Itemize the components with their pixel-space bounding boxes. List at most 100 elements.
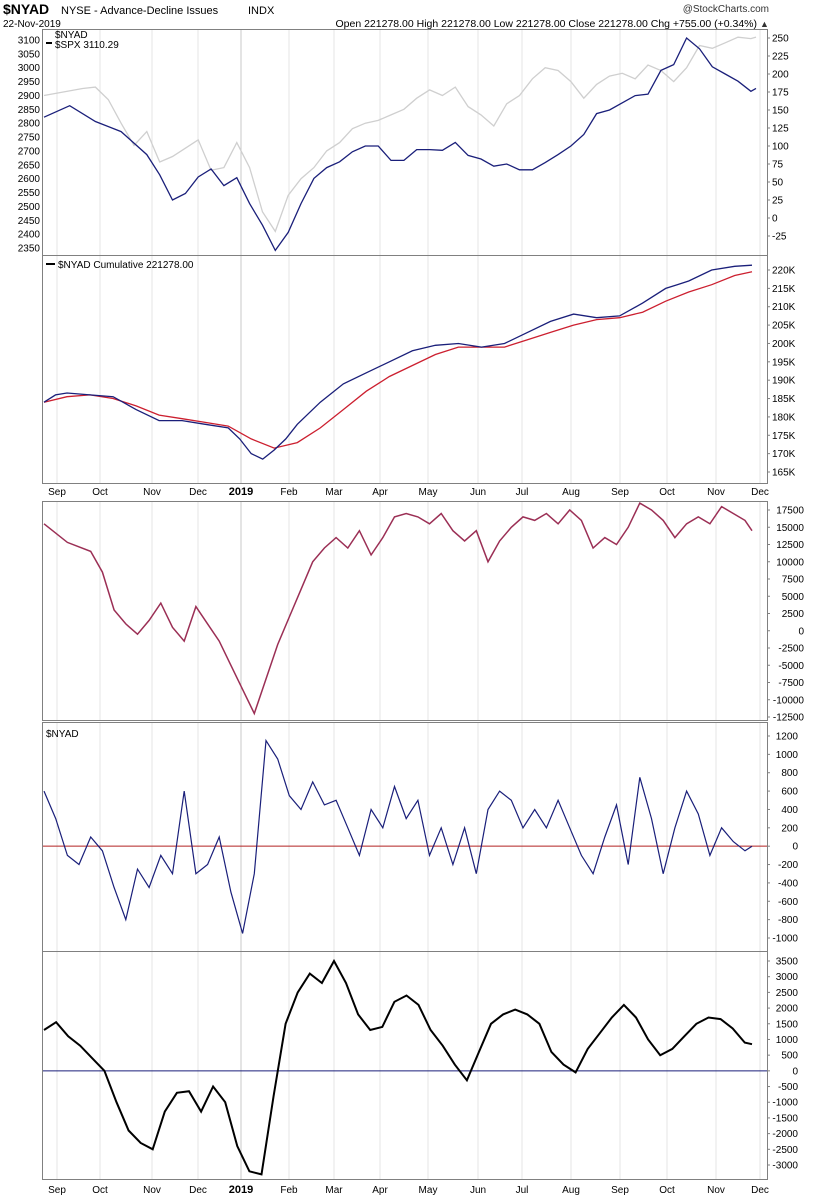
smooth-tick--2000: -2000 (772, 1129, 798, 1140)
maroon-tick-17500: 17500 (776, 506, 804, 517)
smooth-tick--3000: -3000 (772, 1161, 798, 1172)
x-label-nov-top: Nov (143, 487, 161, 498)
x-label-apr-top: Apr (372, 487, 388, 498)
x-label-dec-top: Dec (751, 487, 769, 498)
legend-daily-nyad: $NYAD (46, 729, 79, 740)
x-label-apr-bottom: Apr (372, 1185, 388, 1196)
daily-tick-0: 0 (792, 842, 798, 853)
smooth-tick-2000: 2000 (776, 1004, 799, 1015)
daily-panel-frame (42, 722, 768, 952)
smooth-tick-1500: 1500 (776, 1019, 799, 1030)
maroon-tick-5000: 5000 (782, 592, 805, 603)
cum-tick-170: 170K (772, 449, 796, 460)
cum-tick-215: 215K (772, 284, 796, 295)
price-panel: 2350240024502500255026002650270027502800… (18, 29, 789, 256)
x-label-oct-bottom: Oct (92, 1185, 108, 1196)
cum-tick-165: 165K (772, 468, 796, 479)
maroon-tick--2500: -2500 (778, 644, 804, 655)
legend-nyad: $NYAD (55, 30, 88, 41)
maroon-tick--10000: -10000 (773, 695, 805, 706)
spx-tick-2950: 2950 (18, 77, 41, 88)
spx-tick-2550: 2550 (18, 188, 41, 199)
x-label-aug-top: Aug (562, 487, 580, 498)
x-label-dec-bottom: Dec (189, 1185, 207, 1196)
nyad-line (43, 36, 757, 252)
spx-tick-2750: 2750 (18, 133, 41, 144)
x-label-mar-bottom: Mar (325, 1185, 343, 1196)
daily-tick-600: 600 (781, 787, 798, 798)
price-series-group (43, 36, 757, 252)
maroon-tick--5000: -5000 (778, 661, 804, 672)
symbol-label: $NYAD (3, 1, 49, 17)
cumulative-ma-line (43, 271, 753, 449)
spx-tick-2600: 2600 (18, 174, 41, 185)
date-label: 22-Nov-2019 (3, 19, 61, 30)
maroon-vgrid (56, 502, 761, 720)
maroon-oscillator-line (43, 502, 753, 716)
maroon-tick--12500: -12500 (773, 713, 805, 724)
daily-nyad-panel: -1000 -800 -600 -400 -200 0 200 400 600 800 1000 12… (42, 722, 799, 952)
x-label-sep-top: Sep (48, 487, 66, 498)
spx-tick-2500: 2500 (18, 202, 41, 213)
x-label-aug-bottom: Aug (562, 1185, 580, 1196)
smooth-tick-1000: 1000 (776, 1035, 799, 1046)
smooth-tick--500: -500 (778, 1082, 798, 1093)
nyad-right-tick-125: 125 (772, 124, 789, 135)
smoothed-panel-frame (42, 951, 768, 1180)
smooth-tick--1000: -1000 (772, 1098, 798, 1109)
maroon-series-group (43, 502, 753, 716)
daily-tick-400: 400 (781, 805, 798, 816)
exchange-description: NYSE - Advance-Decline Issues (61, 5, 219, 17)
daily-tick-1000: 1000 (776, 750, 799, 761)
smoothed-series-group (43, 958, 767, 1176)
cumulative-line (43, 264, 753, 460)
spx-tick-2350: 2350 (18, 244, 41, 255)
daily-tick--400: -400 (778, 878, 798, 889)
smoothed-oscillator-line (43, 958, 753, 1176)
x-label-jul-top: Jul (516, 487, 529, 498)
maroon-tick-7500: 7500 (782, 575, 805, 586)
spx-tick-2400: 2400 (18, 230, 41, 241)
cum-tick-205: 205K (772, 321, 796, 332)
x-axis-bottom: Sep Oct Nov Dec 2019 Feb Mar Apr May Jun Jul Aug Sep… (48, 1184, 769, 1196)
price-legend: $NYAD $SPX 3110.29 (46, 30, 119, 51)
smoothed-right-axis: -3000 -2500 -2000 -1500 -1000 -500 0 500 1000 150… (767, 957, 798, 1172)
x-label-feb-top: Feb (280, 487, 298, 498)
cum-tick-175: 175K (772, 431, 796, 442)
nyad-right-tick-150: 150 (772, 106, 789, 117)
smooth-tick-2500: 2500 (776, 988, 799, 999)
spx-tick-3100: 3100 (18, 36, 41, 47)
daily-tick-200: 200 (781, 823, 798, 834)
maroon-oscillator-panel: -12500 -10000 -7500 -5000 -2500 0 2500 5000 7500… (42, 501, 805, 724)
smooth-tick-3000: 3000 (776, 972, 799, 983)
x-label-2019-top: 2019 (229, 486, 253, 498)
x-label-2019-bottom: 2019 (229, 1184, 253, 1196)
nyad-right-tick-200: 200 (772, 70, 789, 81)
nyad-right-tick-175: 175 (772, 88, 789, 99)
spx-tick-2700: 2700 (18, 146, 41, 157)
spx-tick-2450: 2450 (18, 216, 41, 227)
smooth-tick--1500: -1500 (772, 1113, 798, 1124)
x-label-may-top: May (419, 487, 438, 498)
maroon-tick-15000: 15000 (776, 523, 804, 534)
cumulative-panel: 165K 170K 175K 180K 185K 190K 195K 200K 205K 210K… (42, 255, 796, 484)
x-label-may-bottom: May (419, 1185, 438, 1196)
maroon-panel-frame (42, 501, 768, 721)
x-label-oct-top: Oct (659, 487, 675, 498)
cumulative-vgrid (56, 256, 761, 483)
nyad-right-tick-50: 50 (772, 178, 784, 189)
x-label-nov-top: Nov (707, 487, 725, 498)
quote-arrow-icon: ▲ (760, 19, 769, 29)
x-label-oct-bottom: Oct (659, 1185, 675, 1196)
nyad-right-tick--25: -25 (772, 232, 787, 243)
x-label-nov-bottom: Nov (143, 1185, 161, 1196)
nyad-right-tick-250: 250 (772, 34, 789, 45)
x-axis-top: Sep Oct Nov Dec 2019 Feb Mar Apr May Jun Jul Aug Sep… (48, 486, 769, 498)
x-label-jun-top: Jun (470, 487, 486, 498)
daily-vgrid (56, 723, 761, 951)
nyad-right-tick-100: 100 (772, 142, 789, 153)
smoothed-oscillator-panel: -3000 -2500 -2000 -1500 -1000 -500 0 500 1000 150… (42, 951, 798, 1180)
x-label-dec-bottom: Dec (751, 1185, 769, 1196)
x-label-oct-top: Oct (92, 487, 108, 498)
